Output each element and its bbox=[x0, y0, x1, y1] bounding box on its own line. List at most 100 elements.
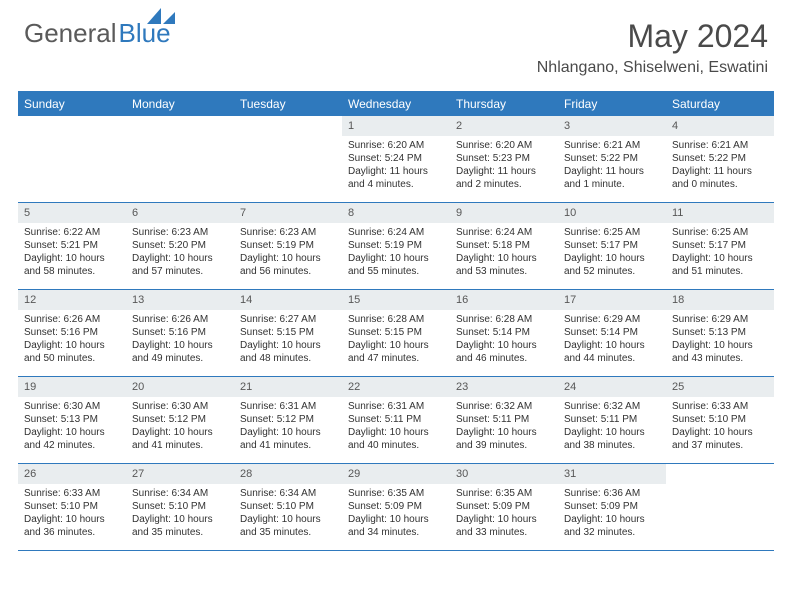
day-body: Sunrise: 6:34 AMSunset: 5:10 PMDaylight:… bbox=[126, 484, 234, 545]
day-body: Sunrise: 6:23 AMSunset: 5:19 PMDaylight:… bbox=[234, 223, 342, 284]
day-body: Sunrise: 6:31 AMSunset: 5:12 PMDaylight:… bbox=[234, 397, 342, 458]
day-number: 18 bbox=[666, 290, 774, 310]
day-cell: 4Sunrise: 6:21 AMSunset: 5:22 PMDaylight… bbox=[666, 116, 774, 202]
sunrise-text: Sunrise: 6:30 AM bbox=[132, 400, 228, 413]
day-body: Sunrise: 6:28 AMSunset: 5:15 PMDaylight:… bbox=[342, 310, 450, 371]
sunrise-text: Sunrise: 6:28 AM bbox=[348, 313, 444, 326]
day-cell bbox=[234, 116, 342, 202]
day-cell: 24Sunrise: 6:32 AMSunset: 5:11 PMDayligh… bbox=[558, 377, 666, 463]
day-number: 24 bbox=[558, 377, 666, 397]
day-number: 8 bbox=[342, 203, 450, 223]
weekday-header: Sunday bbox=[18, 92, 126, 116]
daylight-text: Daylight: 10 hours and 51 minutes. bbox=[672, 252, 768, 278]
sunrise-text: Sunrise: 6:23 AM bbox=[240, 226, 336, 239]
day-number: 9 bbox=[450, 203, 558, 223]
day-body: Sunrise: 6:35 AMSunset: 5:09 PMDaylight:… bbox=[342, 484, 450, 545]
sunset-text: Sunset: 5:22 PM bbox=[672, 152, 768, 165]
sunset-text: Sunset: 5:22 PM bbox=[564, 152, 660, 165]
day-cell: 12Sunrise: 6:26 AMSunset: 5:16 PMDayligh… bbox=[18, 290, 126, 376]
daylight-text: Daylight: 10 hours and 38 minutes. bbox=[564, 426, 660, 452]
daylight-text: Daylight: 10 hours and 46 minutes. bbox=[456, 339, 552, 365]
sunset-text: Sunset: 5:16 PM bbox=[24, 326, 120, 339]
logo-blue-wrap: Blue bbox=[117, 18, 171, 49]
day-number: 21 bbox=[234, 377, 342, 397]
daylight-text: Daylight: 10 hours and 50 minutes. bbox=[24, 339, 120, 365]
day-cell: 18Sunrise: 6:29 AMSunset: 5:13 PMDayligh… bbox=[666, 290, 774, 376]
sunrise-text: Sunrise: 6:27 AM bbox=[240, 313, 336, 326]
daylight-text: Daylight: 10 hours and 37 minutes. bbox=[672, 426, 768, 452]
day-cell: 9 Sunrise: 6:24 AMSunset: 5:18 PMDaylight… bbox=[450, 203, 558, 289]
day-number: 20 bbox=[126, 377, 234, 397]
weekday-header: Saturday bbox=[666, 92, 774, 116]
day-cell: 23Sunrise: 6:32 AMSunset: 5:11 PMDayligh… bbox=[450, 377, 558, 463]
day-cell: 30Sunrise: 6:35 AMSunset: 5:09 PMDayligh… bbox=[450, 464, 558, 550]
day-number: 23 bbox=[450, 377, 558, 397]
day-body: Sunrise: 6:23 AMSunset: 5:20 PMDaylight:… bbox=[126, 223, 234, 284]
daylight-text: Daylight: 10 hours and 32 minutes. bbox=[564, 513, 660, 539]
day-cell: 20Sunrise: 6:30 AMSunset: 5:12 PMDayligh… bbox=[126, 377, 234, 463]
day-body: Sunrise: 6:35 AMSunset: 5:09 PMDaylight:… bbox=[450, 484, 558, 545]
sunrise-text: Sunrise: 6:29 AM bbox=[672, 313, 768, 326]
daylight-text: Daylight: 10 hours and 44 minutes. bbox=[564, 339, 660, 365]
sunrise-text: Sunrise: 6:34 AM bbox=[132, 487, 228, 500]
sunrise-text: Sunrise: 6:31 AM bbox=[348, 400, 444, 413]
sunset-text: Sunset: 5:16 PM bbox=[132, 326, 228, 339]
daylight-text: Daylight: 10 hours and 52 minutes. bbox=[564, 252, 660, 278]
daylight-text: Daylight: 10 hours and 56 minutes. bbox=[240, 252, 336, 278]
daylight-text: Daylight: 10 hours and 49 minutes. bbox=[132, 339, 228, 365]
day-body: Sunrise: 6:22 AMSunset: 5:21 PMDaylight:… bbox=[18, 223, 126, 284]
week-row: 1Sunrise: 6:20 AMSunset: 5:24 PMDaylight… bbox=[18, 116, 774, 203]
day-number: 13 bbox=[126, 290, 234, 310]
daylight-text: Daylight: 10 hours and 35 minutes. bbox=[132, 513, 228, 539]
sunset-text: Sunset: 5:11 PM bbox=[564, 413, 660, 426]
sunrise-text: Sunrise: 6:31 AM bbox=[240, 400, 336, 413]
day-number: 4 bbox=[666, 116, 774, 136]
sunset-text: Sunset: 5:17 PM bbox=[672, 239, 768, 252]
daylight-text: Daylight: 10 hours and 35 minutes. bbox=[240, 513, 336, 539]
day-body: Sunrise: 6:20 AMSunset: 5:23 PMDaylight:… bbox=[450, 136, 558, 197]
day-number: 5 bbox=[18, 203, 126, 223]
day-cell: 7Sunrise: 6:23 AMSunset: 5:19 PMDaylight… bbox=[234, 203, 342, 289]
sunrise-text: Sunrise: 6:21 AM bbox=[564, 139, 660, 152]
sunrise-text: Sunrise: 6:25 AM bbox=[564, 226, 660, 239]
daylight-text: Daylight: 10 hours and 41 minutes. bbox=[132, 426, 228, 452]
day-number: 2 bbox=[450, 116, 558, 136]
title-block: May 2024 Nhlangano, Shiselweni, Eswatini bbox=[537, 18, 768, 77]
day-body: Sunrise: 6:29 AMSunset: 5:14 PMDaylight:… bbox=[558, 310, 666, 371]
day-number: 31 bbox=[558, 464, 666, 484]
day-body: Sunrise: 6:30 AMSunset: 5:13 PMDaylight:… bbox=[18, 397, 126, 458]
day-body: Sunrise: 6:33 AMSunset: 5:10 PMDaylight:… bbox=[666, 397, 774, 458]
day-body: Sunrise: 6:32 AMSunset: 5:11 PMDaylight:… bbox=[450, 397, 558, 458]
sunrise-text: Sunrise: 6:30 AM bbox=[24, 400, 120, 413]
day-cell: 25Sunrise: 6:33 AMSunset: 5:10 PMDayligh… bbox=[666, 377, 774, 463]
daylight-text: Daylight: 10 hours and 41 minutes. bbox=[240, 426, 336, 452]
day-cell: 8Sunrise: 6:24 AMSunset: 5:19 PMDaylight… bbox=[342, 203, 450, 289]
sunset-text: Sunset: 5:09 PM bbox=[564, 500, 660, 513]
daylight-text: Daylight: 10 hours and 53 minutes. bbox=[456, 252, 552, 278]
logo-sail-icon bbox=[147, 8, 177, 26]
sunset-text: Sunset: 5:15 PM bbox=[240, 326, 336, 339]
daylight-text: Daylight: 10 hours and 40 minutes. bbox=[348, 426, 444, 452]
weekday-header: Tuesday bbox=[234, 92, 342, 116]
daylight-text: Daylight: 11 hours and 1 minute. bbox=[564, 165, 660, 191]
day-number bbox=[18, 116, 126, 136]
sunrise-text: Sunrise: 6:33 AM bbox=[24, 487, 120, 500]
day-cell: 15Sunrise: 6:28 AMSunset: 5:15 PMDayligh… bbox=[342, 290, 450, 376]
day-body: Sunrise: 6:25 AMSunset: 5:17 PMDaylight:… bbox=[666, 223, 774, 284]
day-number: 25 bbox=[666, 377, 774, 397]
daylight-text: Daylight: 10 hours and 36 minutes. bbox=[24, 513, 120, 539]
day-cell bbox=[666, 464, 774, 550]
sunset-text: Sunset: 5:09 PM bbox=[348, 500, 444, 513]
sunset-text: Sunset: 5:23 PM bbox=[456, 152, 552, 165]
day-number bbox=[234, 116, 342, 136]
sunset-text: Sunset: 5:18 PM bbox=[456, 239, 552, 252]
day-cell: 11Sunrise: 6:25 AMSunset: 5:17 PMDayligh… bbox=[666, 203, 774, 289]
day-number bbox=[666, 464, 774, 484]
day-cell: 10Sunrise: 6:25 AMSunset: 5:17 PMDayligh… bbox=[558, 203, 666, 289]
day-number: 17 bbox=[558, 290, 666, 310]
day-cell: 28Sunrise: 6:34 AMSunset: 5:10 PMDayligh… bbox=[234, 464, 342, 550]
page-title: May 2024 bbox=[537, 18, 768, 55]
weeks-container: 1Sunrise: 6:20 AMSunset: 5:24 PMDaylight… bbox=[18, 116, 774, 551]
daylight-text: Daylight: 10 hours and 42 minutes. bbox=[24, 426, 120, 452]
sunrise-text: Sunrise: 6:24 AM bbox=[456, 226, 552, 239]
